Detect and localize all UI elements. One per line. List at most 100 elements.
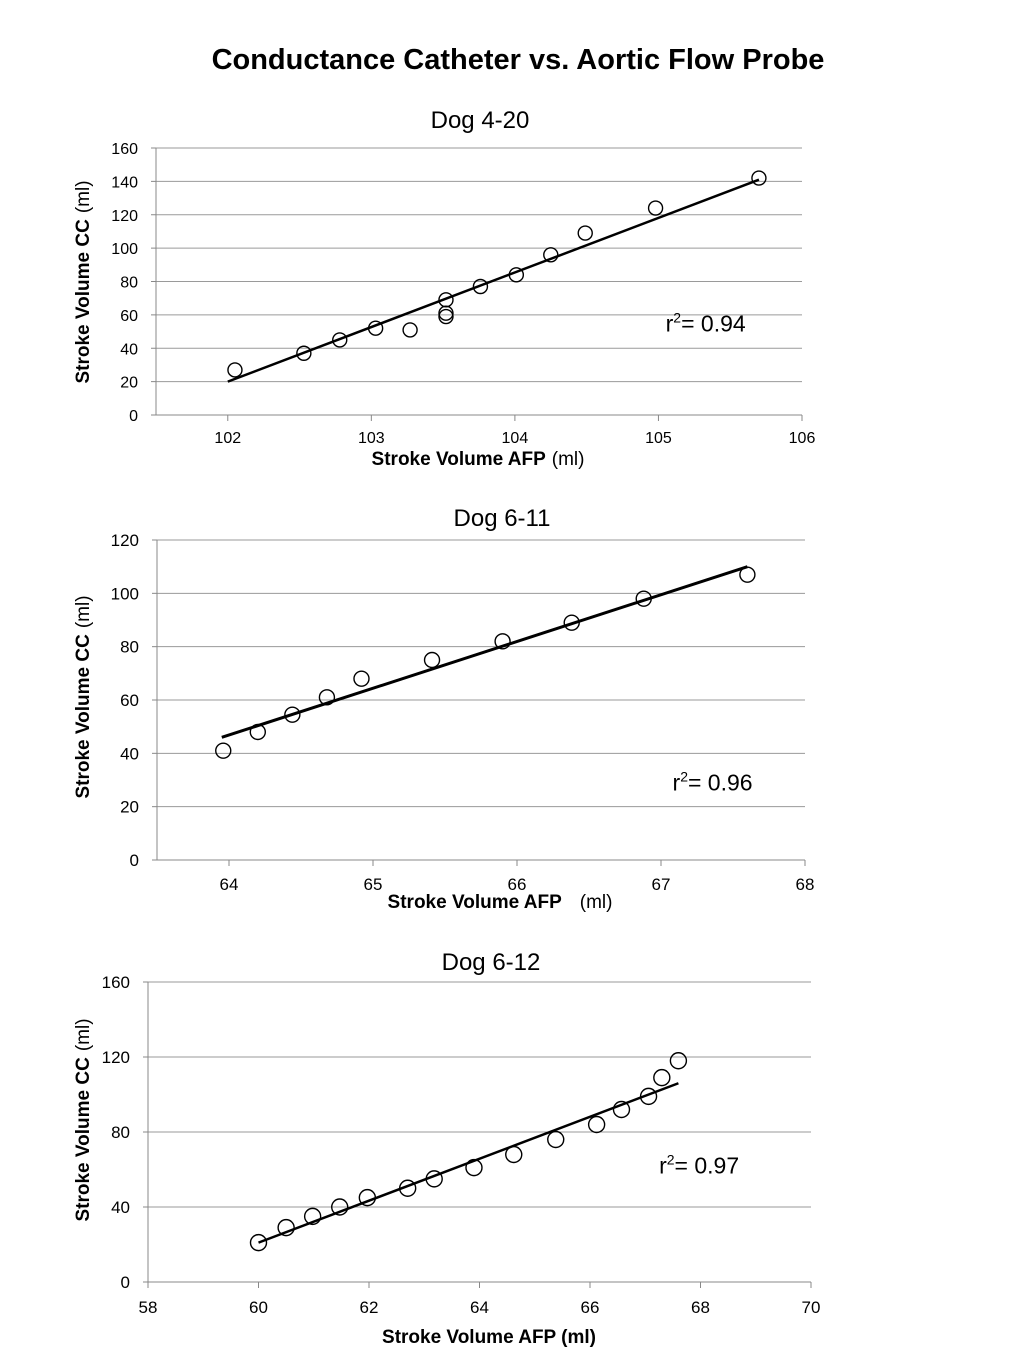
x-tick-label: 60 [249, 1298, 268, 1317]
x-tick-label: 104 [502, 430, 529, 447]
data-point [587, 1115, 606, 1134]
x-tick-label: 66 [508, 875, 527, 894]
y-axis-label-bold: Stroke Volume CC [73, 219, 94, 384]
x-tick-label: 64 [470, 1298, 489, 1317]
data-point [669, 1052, 688, 1070]
y-tick-label: 80 [120, 638, 139, 657]
x-axis-label: Stroke Volume AFP (ml) [372, 449, 585, 470]
data-point [438, 292, 454, 308]
r-squared-label: r2= 0.97 [659, 1151, 739, 1178]
trend-line [258, 1082, 679, 1244]
y-tick-label: 40 [120, 341, 138, 358]
chart-title: Dog 6-12 [442, 949, 541, 976]
r-squared-prefix: r [673, 770, 681, 796]
y-tick-label: 40 [111, 1198, 130, 1217]
r-squared-prefix: r [666, 311, 674, 337]
data-point [543, 247, 559, 263]
y-tick-label: 160 [102, 973, 130, 992]
data-point [398, 1179, 417, 1197]
y-tick-label: 100 [111, 241, 138, 258]
data-point [284, 706, 301, 723]
y-axis-label-bold: Stroke Volume CC [73, 1057, 94, 1222]
x-tick-label: 70 [802, 1298, 821, 1317]
chart-1: 0 20 40 60 80 100 120 140 160 102 103 104 105 106 Dog … [73, 107, 815, 470]
data-point [215, 742, 232, 759]
data-point [438, 308, 454, 325]
x-axis-label: Stroke Volume AFP (ml) [388, 892, 613, 913]
x-tick-label: 62 [360, 1298, 379, 1317]
y-tick-label: 0 [130, 851, 139, 870]
data-point [367, 320, 384, 336]
data-point [563, 614, 580, 631]
x-tick-label: 103 [358, 430, 385, 447]
y-axis-label: Stroke Volume CC (ml) [73, 595, 94, 798]
data-point [577, 225, 593, 241]
r-squared-label: r2= 0.96 [673, 769, 753, 796]
y-axis-label: Stroke Volume CC (ml) [73, 180, 94, 383]
data-point [296, 345, 312, 361]
y-axis-label-bold: Stroke Volume CC [73, 634, 94, 799]
y-tick-label: 0 [129, 408, 138, 425]
y-tick-label: 80 [120, 275, 138, 292]
y-tick-label: 0 [121, 1273, 130, 1292]
data-point [438, 305, 454, 321]
data-point [318, 689, 336, 706]
trend-line [227, 178, 760, 383]
r-squared-superscript: 2 [673, 310, 681, 326]
x-tick-label: 64 [220, 875, 239, 894]
data-point [505, 1145, 523, 1164]
y-tick-label: 100 [111, 584, 139, 603]
y-tick-label: 140 [111, 174, 138, 191]
x-axis-label-bold: Stroke Volume AFP [388, 892, 563, 913]
y-tick-label: 80 [111, 1123, 130, 1142]
data-point [508, 267, 525, 283]
x-tick-label: 66 [581, 1298, 600, 1317]
r-squared-superscript: 2 [680, 769, 688, 785]
y-axis-label: Stroke Volume CC (ml) [73, 1018, 94, 1221]
data-point [739, 566, 756, 583]
y-tick-label: 120 [102, 1048, 130, 1067]
data-point [331, 1198, 349, 1216]
r-squared-prefix: r [659, 1152, 667, 1178]
data-point [751, 170, 767, 186]
page-title: Conductance Catheter vs. Aortic Flow Pro… [211, 44, 825, 76]
x-tick-label: 105 [645, 430, 672, 447]
data-point [227, 362, 243, 378]
y-axis-label-unit: (ml) [73, 180, 94, 213]
y-tick-label: 120 [111, 208, 138, 225]
x-axis-label-unit: (ml) [552, 449, 585, 470]
x-tick-label: 102 [214, 430, 241, 447]
y-tick-label: 160 [111, 141, 138, 158]
chart-3: 0 40 80 120 160 58 60 62 64 66 68 70 Dog 6-12 Stroke … [73, 949, 820, 1348]
data-point [647, 200, 664, 216]
data-point [277, 1218, 295, 1237]
data-point [494, 633, 511, 650]
data-point [358, 1188, 377, 1207]
data-point [332, 332, 348, 348]
x-axis-label-unit: (ml) [580, 892, 613, 913]
y-tick-label: 120 [111, 531, 139, 550]
data-point [425, 1170, 443, 1188]
data-point [612, 1100, 631, 1119]
data-point [402, 322, 418, 338]
data-point [303, 1207, 322, 1226]
x-tick-label: 68 [796, 875, 815, 894]
r-squared-value: = 0.96 [688, 770, 753, 796]
y-tick-label: 60 [120, 308, 138, 325]
x-tick-label: 58 [139, 1298, 158, 1317]
data-point [249, 723, 266, 741]
chart-title: Dog 6-11 [454, 505, 551, 532]
data-point [547, 1130, 565, 1149]
x-tick-label: 106 [789, 430, 816, 447]
chart-2: 0 20 40 60 80 100 120 64 65 66 67 68 Dog 6-11 Stroke … [73, 505, 814, 913]
y-tick-label: 20 [120, 798, 139, 817]
data-point [635, 590, 652, 607]
r-squared-value: = 0.97 [675, 1152, 740, 1178]
y-tick-label: 40 [120, 744, 139, 763]
trend-line [221, 565, 748, 739]
x-axis-label-bold: Stroke Volume AFP [372, 449, 547, 470]
y-axis-label-unit: (ml) [73, 1018, 94, 1051]
x-axis-label: Stroke Volume AFP (ml) [382, 1327, 596, 1348]
y-axis-label-unit: (ml) [73, 595, 94, 628]
